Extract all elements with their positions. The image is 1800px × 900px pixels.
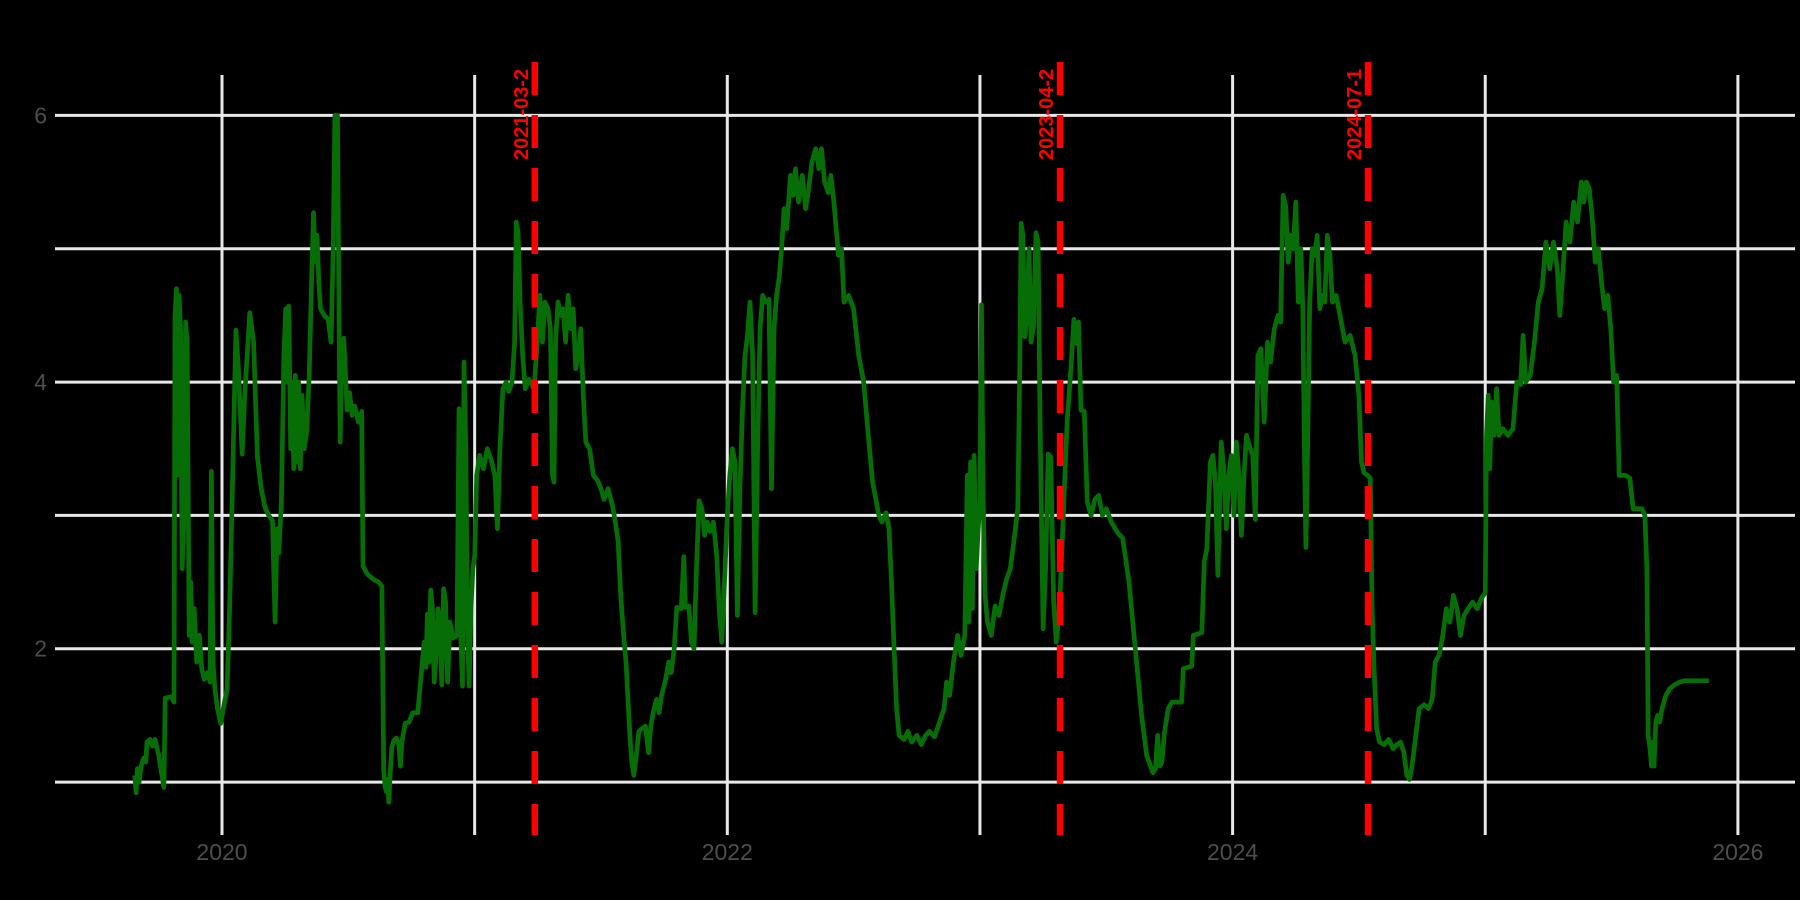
x-tick-label: 2026 xyxy=(1712,839,1763,865)
y-tick-label: 2 xyxy=(34,636,47,662)
y-tick-label: 6 xyxy=(34,102,47,128)
x-tick-label: 2024 xyxy=(1207,839,1258,865)
x-tick-label: 2022 xyxy=(702,839,753,865)
event-label: 2021-03-2 xyxy=(511,69,533,160)
event-label: 2024-07-1 xyxy=(1344,69,1366,160)
series-line xyxy=(132,113,1709,805)
event-label: 2023-04-2 xyxy=(1036,69,1058,160)
y-tick-label: 4 xyxy=(34,369,47,395)
x-tick-label: 2020 xyxy=(196,839,247,865)
